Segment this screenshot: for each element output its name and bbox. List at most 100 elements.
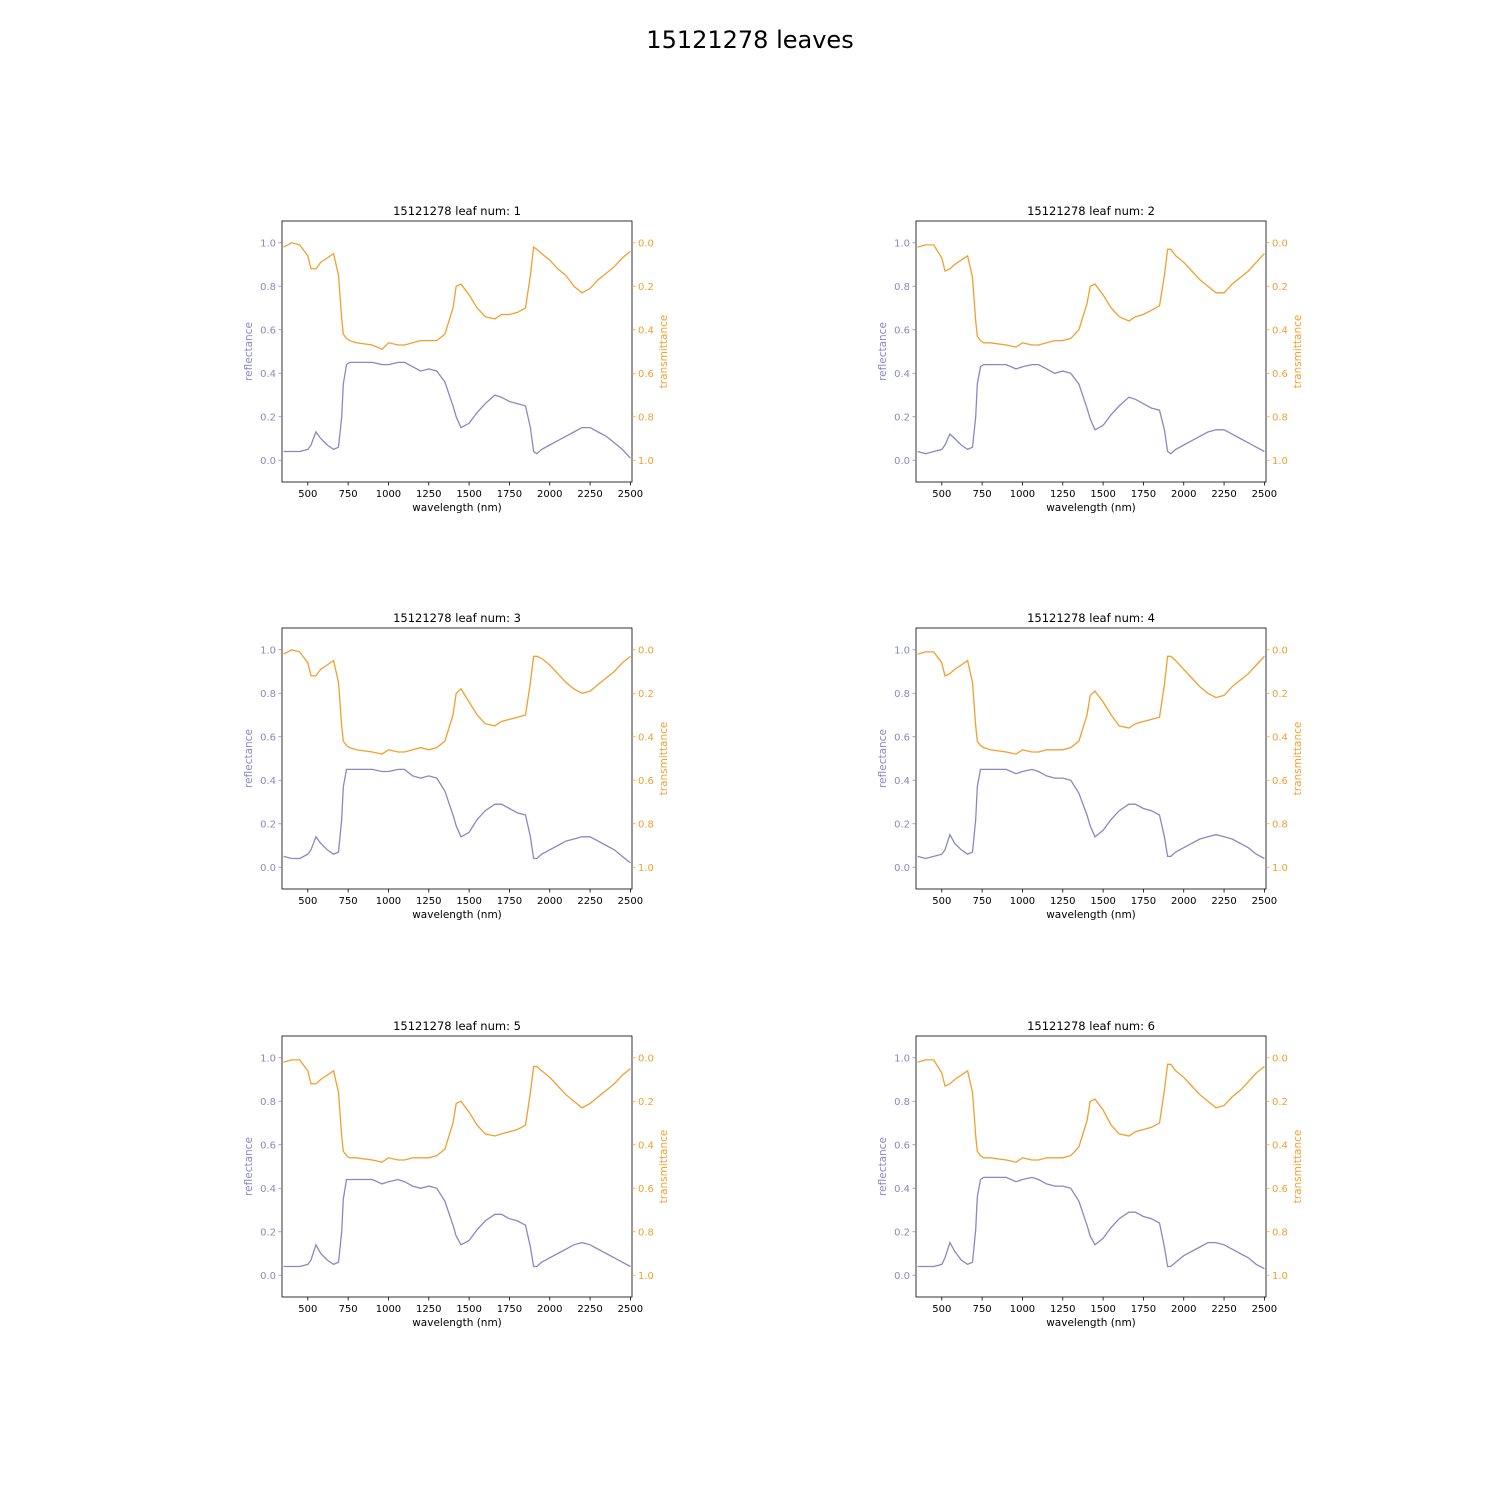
x-tick-label: 1500 (456, 489, 481, 500)
y-left-tick-label: 0.0 (260, 456, 276, 467)
subplot-title: 15121278 leaf num: 4 (1027, 611, 1155, 625)
y-left-tick-label: 0.6 (260, 325, 276, 336)
x-tick-label: 1000 (376, 1304, 401, 1315)
x-tick-label: 2500 (1252, 1304, 1277, 1315)
subplot-6: 15121278 leaf num: 6 500 750 1000 1250 1500 17… (877, 1019, 1304, 1329)
x-tick-label: 1000 (376, 489, 401, 500)
x-tick-label: 2500 (618, 896, 643, 907)
reflectance-line (917, 1176, 1265, 1270)
x-tick-label: 2000 (1171, 489, 1196, 500)
y-right-tick-label: 1.0 (1272, 456, 1288, 467)
x-tick-label: 750 (339, 1304, 358, 1315)
y-left-tick-label: 0.4 (894, 776, 910, 787)
y-right-tick-label: 0.4 (638, 325, 654, 336)
y-right-axis-label: transmittance (1292, 1130, 1304, 1204)
y-right-tick-label: 0.6 (1272, 776, 1288, 787)
reflectance-line (283, 768, 631, 864)
y-right-tick-label: 0.2 (638, 689, 654, 700)
y-right-tick-label: 0.6 (1272, 1184, 1288, 1195)
x-tick-label: 2000 (537, 1304, 562, 1315)
y-right-tick-label: 1.0 (1272, 863, 1288, 874)
x-tick-label: 1750 (1131, 489, 1156, 500)
x-tick-label: 2500 (1252, 489, 1277, 500)
reflectance-line (917, 363, 1265, 455)
y-left-tick-label: 0.6 (894, 732, 910, 743)
y-right-tick-label: 0.8 (638, 819, 654, 830)
subplot-1: 15121278 leaf num: 1 500 750 1000 1250 1500 17… (243, 204, 670, 514)
subplot-3: 15121278 leaf num: 3 500 750 1000 1250 1500 17… (243, 611, 670, 921)
subplot-title: 15121278 leaf num: 2 (1027, 204, 1155, 218)
x-tick-label: 1250 (416, 489, 441, 500)
y-right-axis-label: transmittance (1292, 315, 1304, 389)
transmittance-line (917, 1059, 1265, 1163)
x-tick-label: 2000 (537, 896, 562, 907)
x-tick-label: 1500 (456, 896, 481, 907)
x-tick-label: 1000 (376, 896, 401, 907)
y-right-tick-label: 0.0 (1272, 645, 1288, 656)
y-left-tick-label: 0.8 (894, 1097, 910, 1108)
subplot-5: 15121278 leaf num: 5 500 750 1000 1250 1500 17… (243, 1019, 670, 1329)
plot-frame (915, 1035, 1267, 1298)
x-tick-label: 2250 (577, 1304, 602, 1315)
y-right-tick-label: 0.0 (638, 645, 654, 656)
y-right-tick-label: 0.8 (1272, 1227, 1288, 1238)
x-tick-label: 2250 (577, 489, 602, 500)
y-right-tick-label: 1.0 (638, 456, 654, 467)
x-tick-label: 1750 (497, 896, 522, 907)
x-tick-label: 2000 (1171, 896, 1196, 907)
y-right-tick-label: 0.2 (638, 1097, 654, 1108)
y-right-tick-label: 0.4 (638, 1140, 654, 1151)
subplot-title: 15121278 leaf num: 5 (393, 1019, 521, 1033)
subplot-2: 15121278 leaf num: 2 500 750 1000 1250 1500 17… (877, 204, 1304, 514)
transmittance-line (283, 242, 631, 351)
y-left-tick-label: 0.4 (260, 369, 276, 380)
x-tick-label: 1750 (497, 489, 522, 500)
transmittance-line (283, 1059, 631, 1163)
y-right-tick-label: 1.0 (638, 1271, 654, 1282)
y-left-tick-label: 1.0 (260, 1053, 276, 1064)
y-left-tick-label: 0.4 (260, 1184, 276, 1195)
y-right-tick-label: 0.4 (1272, 732, 1288, 743)
y-right-tick-label: 0.6 (638, 1184, 654, 1195)
subplot-title: 15121278 leaf num: 1 (393, 204, 521, 218)
y-right-tick-label: 0.8 (1272, 819, 1288, 830)
transmittance-line (283, 649, 631, 755)
reflectance-line (283, 1178, 631, 1268)
y-left-tick-label: 0.8 (260, 282, 276, 293)
y-left-tick-label: 0.4 (260, 776, 276, 787)
y-left-tick-label: 0.8 (894, 282, 910, 293)
x-tick-label: 500 (298, 1304, 317, 1315)
plot-frame (915, 220, 1267, 483)
x-tick-label: 2000 (537, 489, 562, 500)
x-tick-label: 2250 (1211, 896, 1236, 907)
y-left-tick-label: 0.6 (894, 1140, 910, 1151)
x-tick-label: 1500 (1090, 489, 1115, 500)
x-tick-label: 1000 (1010, 896, 1035, 907)
subplot-title: 15121278 leaf num: 6 (1027, 1019, 1155, 1033)
y-right-tick-label: 0.4 (1272, 1140, 1288, 1151)
x-axis-label: wavelength (nm) (1046, 502, 1136, 514)
y-left-tick-label: 0.6 (260, 732, 276, 743)
x-tick-label: 2500 (618, 489, 643, 500)
x-tick-label: 1250 (1050, 489, 1075, 500)
y-left-tick-label: 0.4 (894, 1184, 910, 1195)
y-left-tick-label: 0.6 (894, 325, 910, 336)
x-axis-label: wavelength (nm) (412, 1317, 502, 1329)
y-right-tick-label: 0.0 (638, 1053, 654, 1064)
y-right-tick-label: 0.8 (638, 412, 654, 423)
y-left-tick-label: 1.0 (260, 238, 276, 249)
x-tick-label: 1000 (1010, 1304, 1035, 1315)
y-left-axis-label: reflectance (877, 322, 889, 381)
subplot-title: 15121278 leaf num: 3 (393, 611, 521, 625)
x-tick-label: 500 (932, 896, 951, 907)
y-right-tick-label: 0.6 (1272, 369, 1288, 380)
y-left-tick-label: 1.0 (894, 238, 910, 249)
x-tick-label: 2250 (577, 896, 602, 907)
y-right-tick-label: 0.2 (1272, 1097, 1288, 1108)
y-right-tick-label: 0.4 (1272, 325, 1288, 336)
y-right-axis-label: transmittance (1292, 722, 1304, 796)
y-right-tick-label: 0.0 (638, 238, 654, 249)
y-left-axis-label: reflectance (243, 1137, 255, 1196)
x-tick-label: 2000 (1171, 1304, 1196, 1315)
y-left-tick-label: 0.0 (894, 456, 910, 467)
